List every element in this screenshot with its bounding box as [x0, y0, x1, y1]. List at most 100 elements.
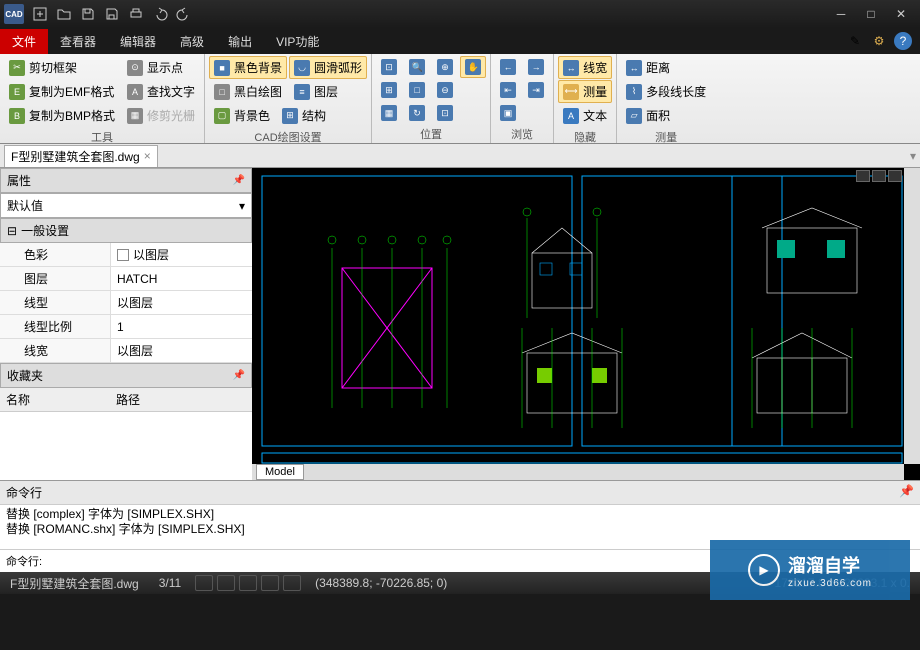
- pos-icon[interactable]: ⊡: [376, 56, 402, 78]
- trim-raster-button[interactable]: ▦修剪光栅: [122, 104, 200, 127]
- layer-button[interactable]: ≡图层: [289, 80, 343, 103]
- drawing-viewport[interactable]: Model: [252, 168, 920, 480]
- pos2-icon[interactable]: ⊞: [376, 79, 402, 101]
- smooth-arc-button[interactable]: ◡圆滑弧形: [289, 56, 367, 79]
- first-icon[interactable]: ⇤: [495, 79, 521, 101]
- bgcolor-button[interactable]: ▢背景色: [209, 104, 275, 127]
- model-tab[interactable]: Model: [256, 464, 304, 480]
- play-icon: ▶: [748, 554, 780, 586]
- close-tab-icon[interactable]: ×: [144, 149, 151, 163]
- tab-editor[interactable]: 编辑器: [108, 29, 168, 54]
- watermark: ▶ 溜溜自学 zixue.3d66.com: [710, 540, 910, 600]
- prop-row[interactable]: 线型比例1: [0, 315, 252, 339]
- tab-file[interactable]: 文件: [0, 29, 48, 54]
- area-button[interactable]: ▱面积: [621, 104, 711, 127]
- tab-dropdown-icon[interactable]: ▾: [910, 149, 916, 163]
- viewport-window-controls[interactable]: [856, 170, 902, 182]
- status-file: F型别墅建筑全套图.dwg: [4, 575, 145, 592]
- group-label: 测量: [621, 127, 711, 147]
- text-button[interactable]: A文本: [558, 104, 612, 127]
- undo-icon[interactable]: [149, 3, 171, 25]
- distance-button[interactable]: ↔距离: [621, 56, 711, 79]
- copy-bmp-button[interactable]: B复制为BMP格式: [4, 104, 120, 127]
- favorites-panel: 名称路径: [0, 388, 252, 480]
- pin-icon[interactable]: 📌: [899, 484, 914, 501]
- maximize-icon[interactable]: □: [856, 4, 886, 24]
- properties-header: 属性📌: [0, 168, 252, 193]
- next-icon[interactable]: →: [523, 56, 549, 78]
- ribbon-group-cad-settings: ■黑色背景 ◡圆滑弧形 □黑白绘图 ≡图层 ▢背景色 ⊞结构 CAD绘图设置: [205, 54, 372, 143]
- pin-icon[interactable]: 📌: [233, 370, 245, 381]
- zoom-icon[interactable]: 🔍: [404, 56, 430, 78]
- properties-section[interactable]: ⊟一般设置: [0, 218, 252, 243]
- pin-icon[interactable]: 📌: [233, 175, 245, 186]
- favorites-list[interactable]: [0, 412, 252, 480]
- command-line: 替换 [complex] 字体为 [SIMPLEX.SHX]: [6, 507, 914, 522]
- settings-icon[interactable]: ⚙: [870, 32, 888, 50]
- group-label: 隐藏: [558, 127, 612, 147]
- zoomout-icon[interactable]: ⊖: [432, 79, 458, 101]
- cut-frame-button[interactable]: ✂剪切框架: [4, 56, 120, 79]
- browse-icon[interactable]: ▣: [495, 102, 521, 124]
- menubar: 文件 查看器 编辑器 高级 输出 VIP功能 ✎ ⚙ ?: [0, 28, 920, 54]
- show-point-button[interactable]: ⊙显示点: [122, 56, 200, 79]
- group-label: 位置: [376, 124, 486, 144]
- pan-icon[interactable]: ✋: [460, 56, 486, 78]
- properties-table: 色彩以图层 图层HATCH 线型以图层 线型比例1 线宽以图层: [0, 243, 252, 363]
- ribbon-group-measure: ↔距离 ⌇多段线长度 ▱面积 测量: [617, 54, 715, 143]
- prop-row[interactable]: 图层HATCH: [0, 267, 252, 291]
- black-bg-button[interactable]: ■黑色背景: [209, 56, 287, 79]
- tab-vip[interactable]: VIP功能: [264, 29, 331, 54]
- polylength-button[interactable]: ⌇多段线长度: [621, 80, 711, 103]
- prop-row[interactable]: 色彩以图层: [0, 243, 252, 267]
- ribbon-group-position: ⊡🔍⊕✋ ⊞□⊖ ▦↻⊡ 位置: [372, 54, 491, 143]
- prev-icon[interactable]: ←: [495, 56, 521, 78]
- group-label: 浏览: [495, 124, 549, 144]
- find-text-button[interactable]: A查找文字: [122, 80, 200, 103]
- open-icon[interactable]: [53, 3, 75, 25]
- command-header: 命令行📌: [0, 481, 920, 505]
- status-toggles[interactable]: [195, 575, 301, 591]
- ribbon-group-tools: ✂剪切框架 E复制为EMF格式 B复制为BMP格式 ⊙显示点 A查找文字 ▦修剪…: [0, 54, 205, 143]
- properties-selector[interactable]: 默认值▾: [0, 193, 252, 218]
- ribbon-group-hide: ↔线宽 ⟷测量 A文本 隐藏: [554, 54, 617, 143]
- feedback-icon[interactable]: ✎: [846, 32, 864, 50]
- last-icon[interactable]: ⇥: [523, 79, 549, 101]
- titlebar: CAD ─ □ ✕: [0, 0, 920, 28]
- watermark-title: 溜溜自学: [788, 552, 872, 578]
- prop-row[interactable]: 线型以图层: [0, 291, 252, 315]
- structure-button[interactable]: ⊞结构: [277, 104, 331, 127]
- doc-tab[interactable]: F型别墅建筑全套图.dwg ×: [4, 145, 158, 167]
- rot-icon[interactable]: ↻: [404, 102, 430, 124]
- status-coords: (348389.8; -70226.85; 0): [309, 576, 453, 590]
- status-page: 3/11: [153, 576, 187, 590]
- minimize-icon[interactable]: ─: [826, 4, 856, 24]
- close-icon[interactable]: ✕: [886, 4, 916, 24]
- bw-draw-button[interactable]: □黑白绘图: [209, 80, 287, 103]
- chevron-down-icon: ▾: [239, 199, 245, 213]
- save-icon[interactable]: [77, 3, 99, 25]
- pos3-icon[interactable]: □: [404, 79, 430, 101]
- redo-icon[interactable]: [173, 3, 195, 25]
- copy-emf-button[interactable]: E复制为EMF格式: [4, 80, 120, 103]
- watermark-url: zixue.3d66.com: [788, 578, 872, 589]
- zoomin-icon[interactable]: ⊕: [432, 56, 458, 78]
- saveas-icon[interactable]: [101, 3, 123, 25]
- help-icon[interactable]: ?: [894, 32, 912, 50]
- tab-advanced[interactable]: 高级: [168, 29, 216, 54]
- ribbon-group-browse: ←→ ⇤⇥ ▣ 浏览: [491, 54, 554, 143]
- scrollbar-horizontal[interactable]: Model: [252, 464, 904, 480]
- tab-output[interactable]: 输出: [216, 29, 264, 54]
- pos4-icon[interactable]: ▦: [376, 102, 402, 124]
- scrollbar-vertical[interactable]: [904, 168, 920, 464]
- command-line: 替换 [ROMANC.shx] 字体为 [SIMPLEX.SHX]: [6, 522, 914, 537]
- doc-tab-bar: F型别墅建筑全套图.dwg × ▾: [0, 144, 920, 168]
- lineweight-button[interactable]: ↔线宽: [558, 56, 612, 79]
- tab-viewer[interactable]: 查看器: [48, 29, 108, 54]
- prop-row[interactable]: 线宽以图层: [0, 339, 252, 363]
- color-swatch-icon: [117, 249, 129, 261]
- print-icon[interactable]: [125, 3, 147, 25]
- measure-button[interactable]: ⟷测量: [558, 80, 612, 103]
- pos5-icon[interactable]: ⊡: [432, 102, 458, 124]
- new-icon[interactable]: [29, 3, 51, 25]
